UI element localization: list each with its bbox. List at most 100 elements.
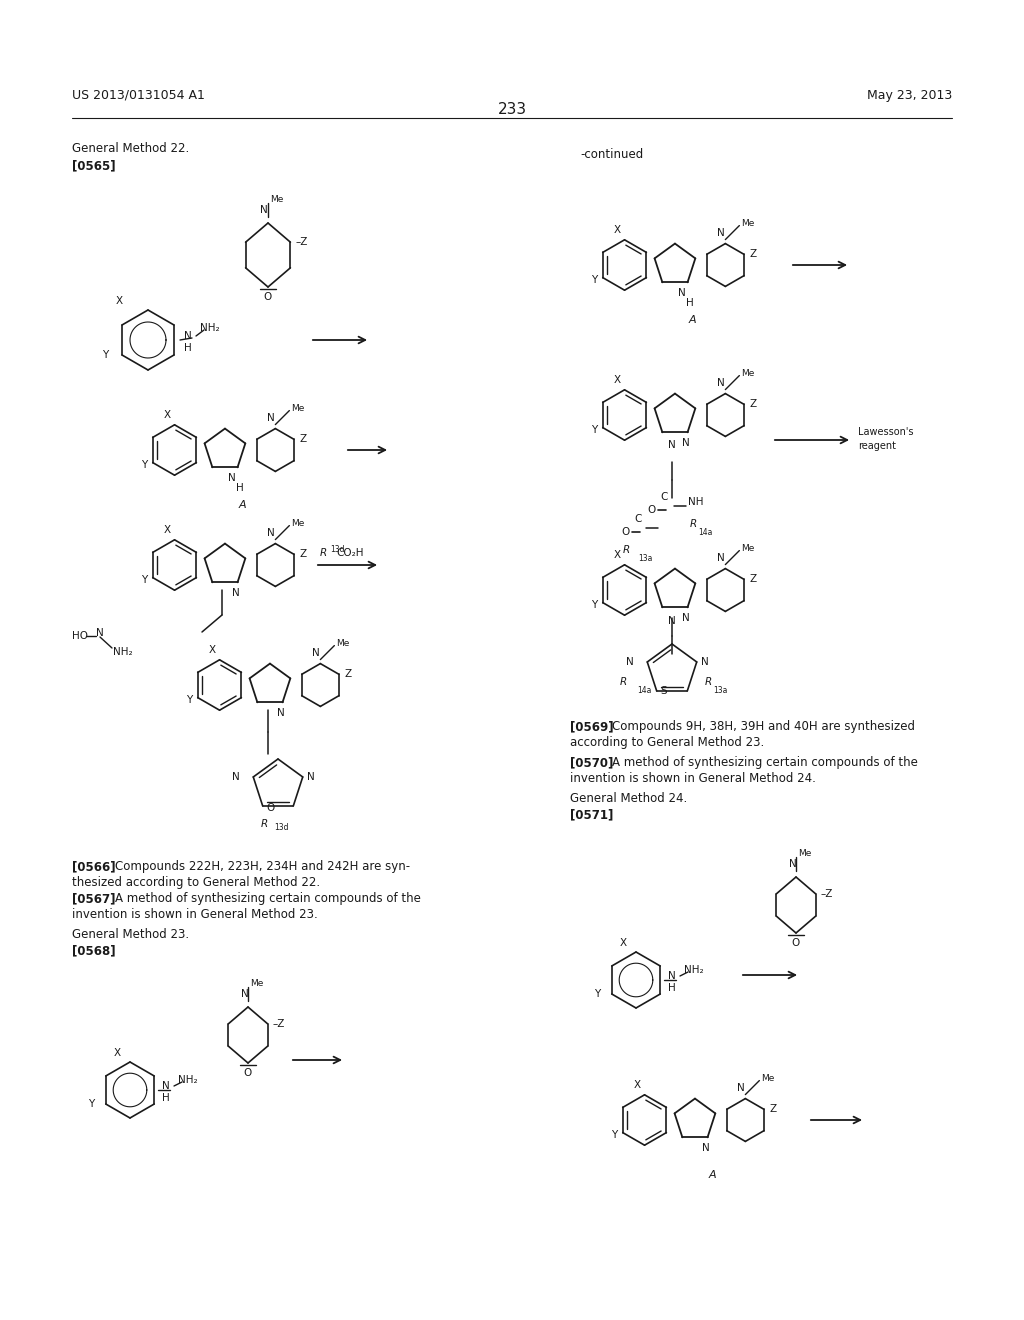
Text: Y: Y — [88, 1100, 94, 1109]
Text: CO₂H: CO₂H — [336, 548, 364, 558]
Text: invention is shown in General Method 23.: invention is shown in General Method 23. — [72, 908, 317, 921]
Text: X: X — [209, 644, 216, 655]
Text: 233: 233 — [498, 103, 526, 117]
Text: Z: Z — [345, 669, 352, 680]
Text: O: O — [264, 292, 272, 302]
Text: N: N — [668, 616, 676, 626]
Text: N: N — [267, 528, 275, 537]
Text: Compounds 222H, 223H, 234H and 242H are syn-: Compounds 222H, 223H, 234H and 242H are … — [115, 861, 411, 873]
Text: N: N — [737, 1082, 745, 1093]
Text: N: N — [668, 972, 676, 981]
Text: N: N — [312, 648, 321, 657]
Text: H: H — [184, 343, 191, 352]
Text: reagent: reagent — [858, 441, 896, 451]
Text: May 23, 2013: May 23, 2013 — [866, 88, 952, 102]
Text: S: S — [660, 686, 668, 696]
Text: Y: Y — [101, 350, 108, 360]
Text: General Method 23.: General Method 23. — [72, 928, 189, 941]
Text: X: X — [634, 1080, 641, 1090]
Text: R: R — [261, 818, 268, 829]
Text: N: N — [790, 859, 797, 869]
Text: A: A — [709, 1171, 717, 1180]
Text: X: X — [164, 525, 171, 535]
Text: Z: Z — [770, 1105, 777, 1114]
Text: Y: Y — [594, 989, 600, 999]
Text: 13d: 13d — [274, 822, 289, 832]
Text: R: R — [690, 519, 697, 529]
Text: 14a: 14a — [698, 528, 713, 537]
Text: –Z: –Z — [295, 238, 308, 247]
Text: US 2013/0131054 A1: US 2013/0131054 A1 — [72, 88, 205, 102]
Text: thesized according to General Method 22.: thesized according to General Method 22. — [72, 876, 321, 888]
Text: Lawesson's: Lawesson's — [858, 426, 913, 437]
Text: Y: Y — [140, 576, 146, 585]
Text: N: N — [682, 438, 689, 449]
Text: N: N — [231, 772, 240, 781]
Text: Z: Z — [750, 574, 757, 585]
Text: 13a: 13a — [713, 686, 727, 694]
Text: [0565]: [0565] — [72, 160, 116, 173]
Text: X: X — [621, 939, 627, 948]
Text: X: X — [613, 549, 621, 560]
Text: N: N — [718, 227, 725, 238]
Text: –Z: –Z — [820, 888, 833, 899]
Text: 13d: 13d — [330, 544, 344, 553]
Text: Y: Y — [140, 461, 146, 470]
Text: Z: Z — [750, 249, 757, 259]
Text: C: C — [634, 513, 642, 524]
Text: HO: HO — [72, 631, 88, 642]
Text: R: R — [319, 548, 328, 558]
Text: -continued: -continued — [580, 149, 643, 161]
Text: [0571]: [0571] — [570, 808, 613, 821]
Text: according to General Method 23.: according to General Method 23. — [570, 737, 764, 748]
Text: R: R — [705, 677, 712, 686]
Text: 14a: 14a — [637, 686, 651, 694]
Text: N: N — [260, 205, 268, 215]
Text: N: N — [241, 989, 249, 999]
Text: N: N — [668, 440, 676, 450]
Text: N: N — [184, 331, 191, 341]
Text: H: H — [162, 1093, 170, 1104]
Text: General Method 24.: General Method 24. — [570, 792, 687, 805]
Text: Y: Y — [185, 696, 191, 705]
Text: [0566]: [0566] — [72, 861, 116, 873]
Text: N: N — [626, 657, 633, 667]
Text: A method of synthesizing certain compounds of the: A method of synthesizing certain compoun… — [115, 892, 421, 906]
Text: A: A — [689, 315, 696, 326]
Text: [0567]: [0567] — [72, 892, 116, 906]
Text: H: H — [668, 983, 676, 993]
Text: A: A — [239, 500, 247, 511]
Text: General Method 22.: General Method 22. — [72, 141, 189, 154]
Text: –Z: –Z — [272, 1019, 285, 1028]
Text: N: N — [678, 288, 685, 298]
Text: N: N — [276, 709, 285, 718]
Text: Me: Me — [292, 404, 305, 413]
Text: Me: Me — [250, 978, 263, 987]
Text: Y: Y — [591, 275, 597, 285]
Text: H: H — [236, 483, 244, 494]
Text: O: O — [792, 939, 800, 948]
Text: Me: Me — [741, 219, 755, 228]
Text: N: N — [700, 657, 709, 667]
Text: N: N — [701, 1143, 710, 1154]
Text: N: N — [267, 413, 275, 422]
Text: O: O — [266, 803, 275, 813]
Text: Me: Me — [762, 1074, 775, 1084]
Text: NH₂: NH₂ — [200, 323, 219, 333]
Text: C: C — [660, 492, 668, 502]
Text: Compounds 9H, 38H, 39H and 40H are synthesized: Compounds 9H, 38H, 39H and 40H are synth… — [612, 719, 915, 733]
Text: Me: Me — [270, 194, 284, 203]
Text: Me: Me — [292, 519, 305, 528]
Text: A method of synthesizing certain compounds of the: A method of synthesizing certain compoun… — [612, 756, 918, 770]
Text: N: N — [231, 589, 240, 598]
Text: Me: Me — [741, 544, 755, 553]
Text: N: N — [718, 553, 725, 562]
Text: [0568]: [0568] — [72, 944, 116, 957]
Text: [0570]: [0570] — [570, 756, 613, 770]
Text: NH: NH — [688, 498, 703, 507]
Text: O: O — [244, 1068, 252, 1078]
Text: Me: Me — [798, 849, 811, 858]
Text: R: R — [620, 677, 628, 686]
Text: invention is shown in General Method 24.: invention is shown in General Method 24. — [570, 772, 816, 785]
Text: H: H — [686, 298, 693, 309]
